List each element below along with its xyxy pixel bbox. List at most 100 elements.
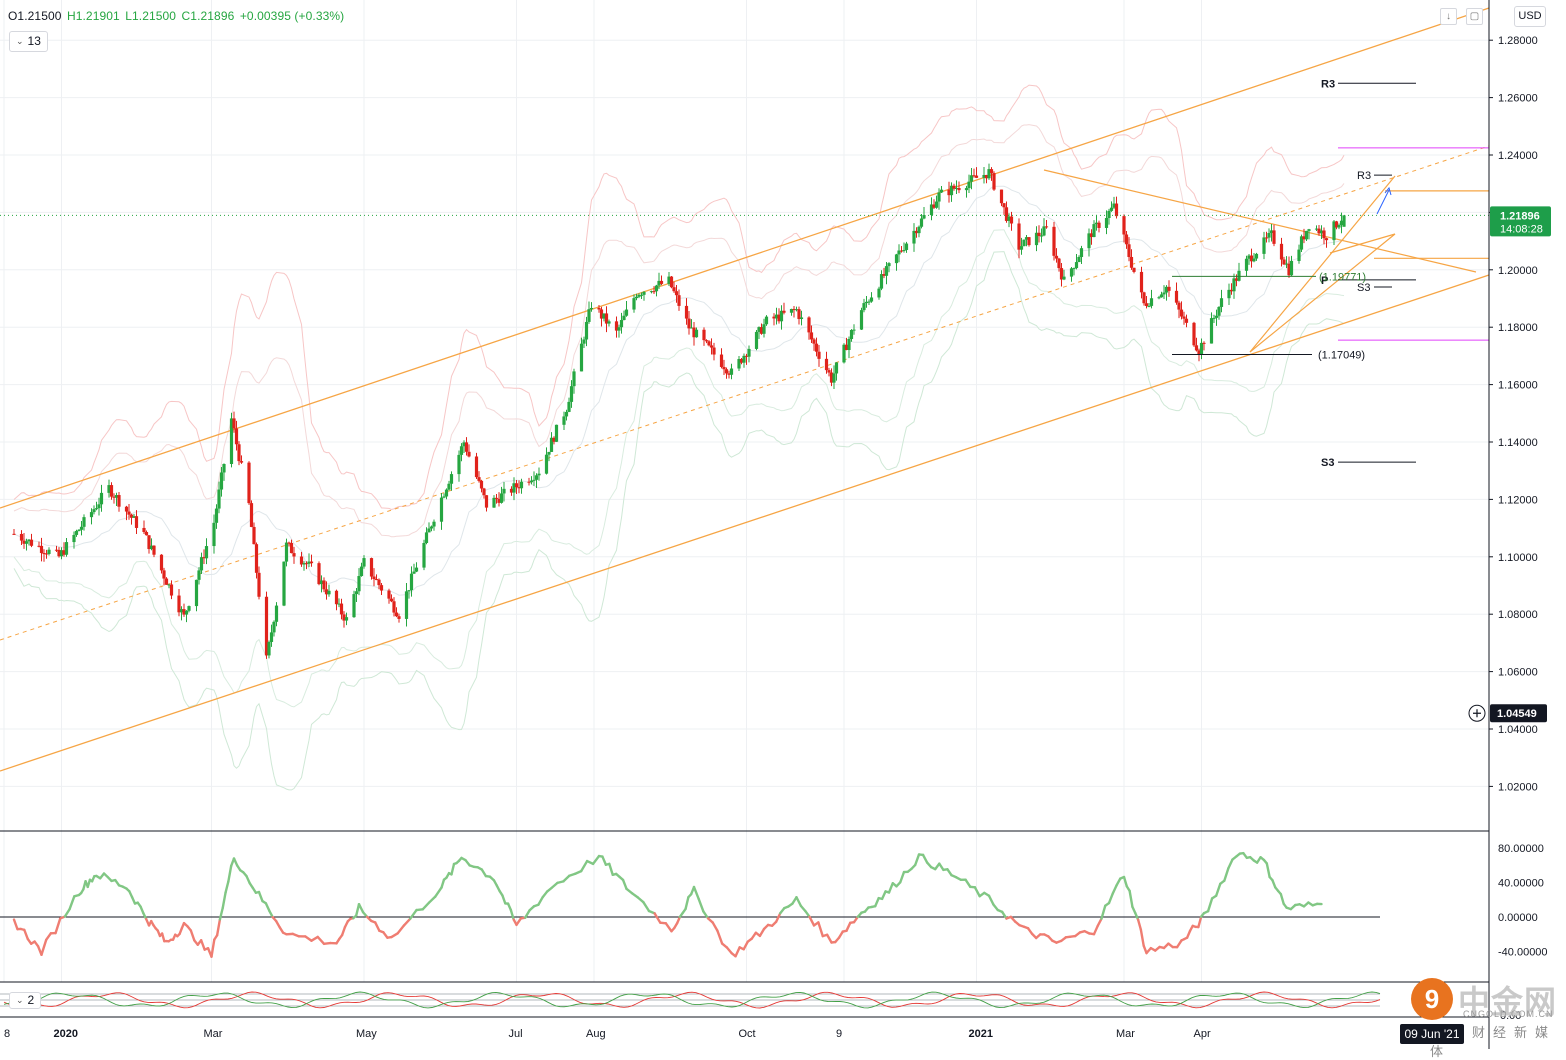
candle-body [442, 496, 445, 497]
candle-body [562, 416, 565, 424]
osc-segment [818, 922, 822, 936]
osc-segment [1228, 860, 1232, 869]
osc-segment [266, 903, 269, 911]
candle-body [20, 534, 23, 541]
scroll-down-icon[interactable]: ↓ [1440, 8, 1457, 25]
candle-body [1127, 244, 1130, 257]
candle-body [415, 568, 418, 572]
candle-body [200, 557, 203, 570]
candle-body [847, 339, 850, 350]
osc-segment [889, 883, 893, 892]
price-tag-value: 1.21896 [1500, 210, 1540, 222]
candle-body [722, 367, 725, 369]
osc-segment [429, 897, 435, 903]
logo-icon: 9 [1411, 978, 1453, 1020]
candle-body [47, 550, 50, 554]
osc-segment [643, 902, 649, 911]
candle-body [1177, 303, 1180, 310]
osc-segment [760, 929, 764, 936]
osc-segment [966, 880, 971, 887]
indicator-collapse[interactable]: ⌄ 2 [9, 992, 41, 1009]
candle-body [185, 611, 188, 615]
candle-body [1182, 317, 1185, 319]
candle-body [232, 418, 235, 428]
osc-segment [900, 872, 904, 882]
time-axis-label: May [356, 1028, 377, 1040]
price-axis-label: 1.04000 [1498, 724, 1538, 736]
close-value: C1.21896 [182, 9, 235, 23]
candle-body [672, 287, 675, 291]
candle-body [1145, 303, 1148, 306]
candle-body [1110, 208, 1113, 211]
trend-drawings[interactable] [0, 8, 1489, 771]
maximize-icon[interactable]: ▢ [1466, 8, 1483, 25]
candle-body [1252, 259, 1255, 262]
candle-body [555, 425, 558, 442]
candle-body [1105, 218, 1108, 228]
candle-body [480, 481, 483, 489]
candle-body [430, 527, 433, 529]
osc-segment [442, 880, 445, 888]
candle-body [292, 553, 295, 556]
candle-body [807, 317, 810, 332]
candle-body [125, 507, 128, 512]
candle-body [585, 322, 588, 340]
candle-body [622, 316, 625, 320]
interval-selector[interactable]: ⌄ 13 [9, 31, 48, 52]
candle-body [545, 455, 548, 474]
candle-body [12, 534, 15, 535]
candle-body [465, 442, 468, 451]
candle-body [902, 250, 905, 251]
candle-body [407, 590, 410, 591]
candle-body [1342, 215, 1345, 226]
candle-body [445, 490, 448, 497]
candle-body [1147, 306, 1150, 307]
high-value: H1.21901 [67, 9, 120, 23]
osc-segment [217, 919, 220, 935]
candle-body [905, 244, 908, 250]
price-axis-label: 1.06000 [1498, 667, 1538, 679]
time-axis-label: Apr [1194, 1028, 1211, 1040]
candle-body [1057, 259, 1060, 268]
candle-body [475, 456, 478, 477]
candle-body [675, 291, 678, 295]
osc-segment [502, 895, 505, 903]
price-axis-label: 1.10000 [1498, 552, 1538, 564]
candle-body [447, 484, 450, 490]
candle-body [652, 291, 655, 292]
interval-label: 13 [28, 32, 41, 51]
candle-body [1140, 272, 1143, 292]
currency-button[interactable]: USD [1514, 6, 1546, 27]
candle-body [677, 295, 680, 306]
price-axis-label: 1.18000 [1498, 322, 1538, 334]
osc-axis-label: 80.00000 [1498, 843, 1544, 855]
candle-body [835, 362, 838, 373]
candle-body [1077, 257, 1080, 262]
osc-segment [511, 910, 514, 920]
candle-body [747, 349, 750, 357]
osc-segment [1267, 863, 1270, 877]
candle-body [1045, 226, 1048, 227]
candle-body [255, 544, 258, 573]
candle-body [440, 498, 443, 522]
channel-upper-line [0, 8, 1489, 508]
osc-segment [223, 893, 226, 908]
price-axis-label: 1.02000 [1498, 781, 1538, 793]
candle-body [862, 303, 865, 310]
candle-body [77, 530, 80, 531]
candle-body [322, 580, 325, 589]
ohlc-legend: O1.21500 H1.21901 L1.21500 C1.21896 +0.0… [8, 9, 346, 23]
candle-body [65, 542, 68, 555]
candle-body [412, 572, 415, 574]
candle-body [257, 573, 260, 597]
candle-body [422, 543, 425, 568]
candle-body [965, 188, 968, 190]
candle-body [935, 202, 938, 208]
candle-body [580, 344, 583, 372]
price-axis-label: 1.24000 [1498, 150, 1538, 162]
time-axis-label: 2020 [54, 1028, 78, 1040]
candle-body [1075, 262, 1078, 268]
candle-body [1160, 294, 1163, 297]
